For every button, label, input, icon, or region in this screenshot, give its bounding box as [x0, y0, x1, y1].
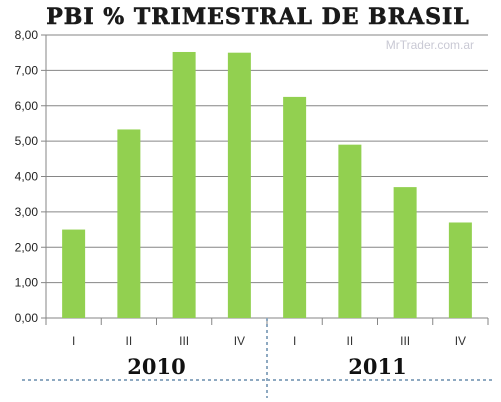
bar [227, 52, 251, 318]
y-tick-label: 8,00 [15, 28, 39, 42]
y-tick-label: 5,00 [15, 134, 39, 148]
x-tick-label: I [293, 334, 296, 348]
y-tick-label: 4,00 [15, 170, 39, 184]
x-tick-label: III [179, 334, 189, 348]
x-tick-label: II [126, 334, 133, 348]
year-label: 2010 [127, 354, 185, 379]
bar [62, 229, 86, 318]
bar [283, 96, 307, 318]
bar [172, 51, 196, 318]
bars [62, 51, 472, 318]
y-tick-label: 6,00 [15, 99, 39, 113]
x-tick-label: IV [234, 334, 245, 348]
x-tick-label: III [400, 334, 410, 348]
y-tick-label: 3,00 [15, 205, 39, 219]
x-tick-label: IV [455, 334, 466, 348]
watermark: MrTrader.com.ar [386, 38, 474, 52]
y-tick-label: 2,00 [15, 240, 39, 254]
y-tick-label: 7,00 [15, 63, 39, 77]
year-label: 2011 [348, 354, 406, 379]
x-tick-label: I [72, 334, 75, 348]
bar [117, 129, 141, 318]
bar [393, 187, 417, 318]
gridlines [41, 34, 488, 319]
x-tick-label: II [347, 334, 354, 348]
y-tick-label: 0,00 [15, 311, 39, 325]
bar [338, 144, 362, 318]
chart-title: PBI % TRIMESTRAL DE BRASIL [46, 4, 470, 30]
bar [448, 222, 472, 318]
y-axis-ticks: 0,00 1,00 2,00 3,00 4,00 5,00 6,00 7,00 8,00 [15, 28, 39, 325]
y-tick-label: 1,00 [15, 276, 39, 290]
